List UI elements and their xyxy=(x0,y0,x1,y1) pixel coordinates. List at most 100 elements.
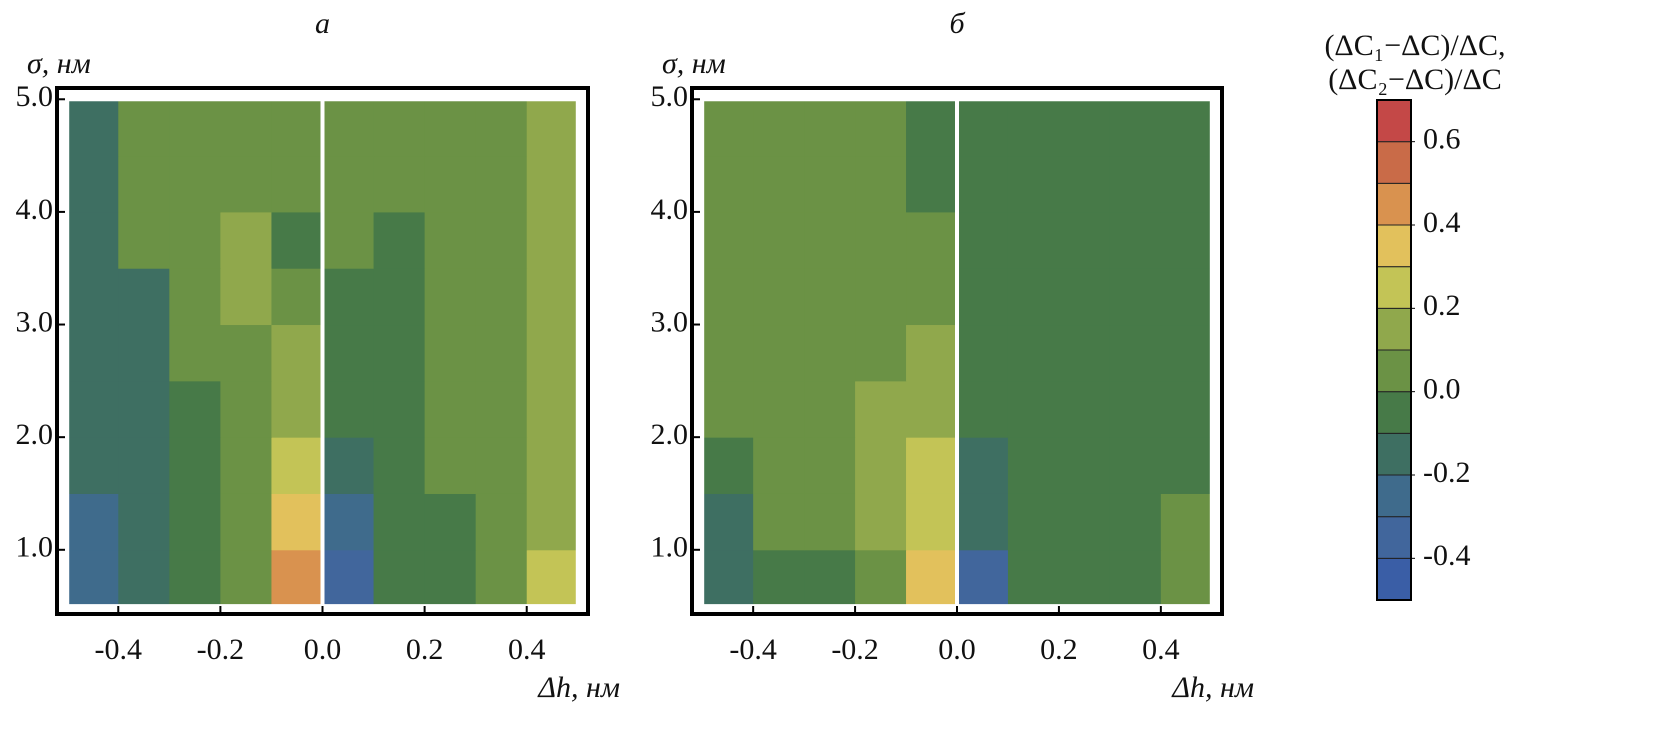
contour-cell xyxy=(322,380,375,438)
y-tick-label: 4.0 xyxy=(16,193,54,226)
contour-cell xyxy=(1058,211,1111,269)
panel-title: б xyxy=(949,7,965,40)
contour-cell xyxy=(1007,493,1060,551)
contour-cell xyxy=(526,99,579,157)
colorbar-band xyxy=(1376,432,1412,476)
panel-title: а xyxy=(315,7,330,40)
contour-cell xyxy=(526,549,579,607)
contour-cell xyxy=(957,211,1009,269)
contour-cell xyxy=(220,268,272,326)
contour-cell xyxy=(1160,99,1213,157)
contour-cell xyxy=(957,324,1009,382)
y-tick-label: 1.0 xyxy=(16,531,54,564)
contour-cell xyxy=(753,99,805,157)
contour-cell xyxy=(475,549,528,607)
contour-cell xyxy=(424,549,477,607)
contour-cell xyxy=(1109,155,1162,213)
contour-cell xyxy=(957,155,1009,213)
colorbar-band xyxy=(1376,474,1412,518)
contour-cell xyxy=(373,324,426,382)
contour-cell xyxy=(1109,268,1162,326)
y-axis-label: σ, нм xyxy=(27,47,91,80)
colorbar-band xyxy=(1376,391,1412,434)
contour-cell xyxy=(1109,211,1162,269)
contour-cell xyxy=(804,211,856,269)
contour-cell xyxy=(1160,437,1213,494)
colorbar-frame xyxy=(1376,99,1412,601)
contour-cell xyxy=(1160,155,1213,213)
contour-cell xyxy=(169,268,221,326)
contour-cell xyxy=(475,437,528,494)
contour-cell xyxy=(1160,380,1213,438)
contour-cell xyxy=(906,324,958,382)
contour-cell xyxy=(855,549,907,607)
contour-cell xyxy=(526,493,579,551)
contour-cell xyxy=(322,211,375,269)
contour-cell xyxy=(804,380,856,438)
contour-cell xyxy=(855,437,907,494)
contour-cell xyxy=(118,155,170,213)
contour-cell xyxy=(1160,493,1213,551)
contour-cell xyxy=(220,99,272,157)
colorbar-band xyxy=(1376,266,1412,309)
contour-cell xyxy=(1007,324,1060,382)
contour-cell xyxy=(906,155,958,213)
contour-cell xyxy=(526,324,579,382)
contour-cell xyxy=(753,268,805,326)
contour-cell xyxy=(906,380,958,438)
contour-cell xyxy=(373,549,426,607)
colorbar-band xyxy=(1376,349,1412,393)
contour-cell xyxy=(118,211,170,269)
contour-cell xyxy=(804,493,856,551)
contour-cell xyxy=(1007,437,1060,494)
contour-cell xyxy=(957,549,1009,607)
contour-cell xyxy=(804,437,856,494)
contour-cell xyxy=(1160,211,1213,269)
contour-cell xyxy=(169,549,221,607)
colorbar-label: (ΔC₁−ΔC)/ΔC, xyxy=(1324,29,1505,62)
colorbar-tick-label: 0.6 xyxy=(1423,123,1461,156)
contour-cell xyxy=(957,268,1009,326)
x-tick-label: -0.4 xyxy=(95,633,143,666)
contour-cell xyxy=(118,437,170,494)
contour-cell xyxy=(702,211,754,269)
contour-cell xyxy=(67,324,119,382)
contour-cell xyxy=(1007,211,1060,269)
contour-cell xyxy=(804,324,856,382)
contour-cell xyxy=(424,99,477,157)
contour-cell xyxy=(804,99,856,157)
contour-cell xyxy=(271,155,323,213)
x-tick-label: -0.4 xyxy=(729,633,777,666)
contour-cell xyxy=(1007,99,1060,157)
colorbar-band xyxy=(1376,99,1412,143)
contour-cell xyxy=(1007,380,1060,438)
contour-cell xyxy=(957,99,1009,157)
contour-cell xyxy=(67,155,119,213)
contour-cell xyxy=(753,493,805,551)
contour-cell xyxy=(118,549,170,607)
contour-cell xyxy=(526,437,579,494)
contour-cell xyxy=(271,437,323,494)
contour-cell xyxy=(169,380,221,438)
contour-cell xyxy=(475,380,528,438)
colorbar-band xyxy=(1376,224,1412,268)
contour-cell xyxy=(753,380,805,438)
contour-cell xyxy=(1109,437,1162,494)
contour-cell xyxy=(220,493,272,551)
contour-cell xyxy=(67,268,119,326)
contour-cell xyxy=(475,493,528,551)
contour-cell xyxy=(804,155,856,213)
contour-cell xyxy=(373,155,426,213)
x-tick-label: 0.2 xyxy=(406,633,444,666)
contour-cell xyxy=(753,549,805,607)
contour-cell xyxy=(1058,268,1111,326)
colorbar-band xyxy=(1376,141,1412,184)
contour-cell xyxy=(1058,493,1111,551)
colorbar-band xyxy=(1376,182,1412,226)
contour-cell xyxy=(753,211,805,269)
contour-cell xyxy=(702,155,754,213)
contour-cell xyxy=(373,211,426,269)
x-tick-label: 0.0 xyxy=(938,633,976,666)
y-tick-label: 5.0 xyxy=(651,80,689,113)
contour-cell xyxy=(169,211,221,269)
